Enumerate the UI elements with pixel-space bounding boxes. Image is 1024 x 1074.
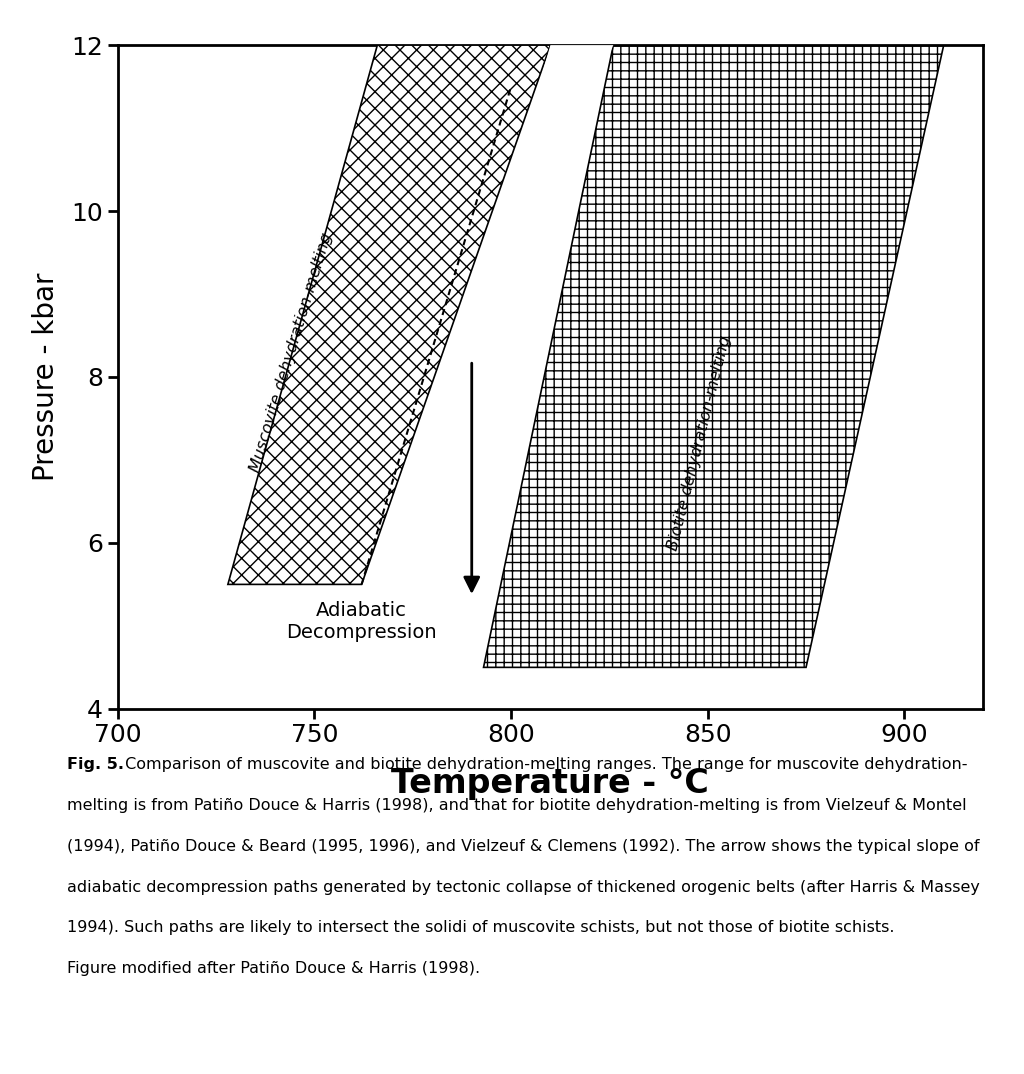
Text: Comparison of muscovite and biotite dehydration-melting ranges. The range for mu: Comparison of muscovite and biotite dehy… <box>120 757 968 772</box>
Polygon shape <box>483 45 613 277</box>
Polygon shape <box>483 45 944 667</box>
Text: Muscovite dehydration-melting: Muscovite dehydration-melting <box>247 231 335 474</box>
Text: adiabatic decompression paths generated by tectonic collapse of thickened orogen: adiabatic decompression paths generated … <box>67 880 979 895</box>
Text: 1994). Such paths are likely to intersect the solidi of muscovite schists, but n: 1994). Such paths are likely to intersec… <box>67 920 894 935</box>
Text: Figure modified after Patiño Douce & Harris (1998).: Figure modified after Patiño Douce & Har… <box>67 961 479 976</box>
Y-axis label: Pressure - kbar: Pressure - kbar <box>32 273 60 481</box>
Text: Fig. 5.: Fig. 5. <box>67 757 124 772</box>
Text: melting is from Patiño Douce & Harris (1998), and that for biotite dehydration-m: melting is from Patiño Douce & Harris (1… <box>67 798 967 813</box>
X-axis label: Temperature - °C: Temperature - °C <box>391 767 710 800</box>
Text: Biotite dehydration-melting: Biotite dehydration-melting <box>666 334 734 552</box>
Text: Adiabatic
Decompression: Adiabatic Decompression <box>287 601 437 642</box>
Text: (1994), Patiño Douce & Beard (1995, 1996), and Vielzeuf & Clemens (1992). The ar: (1994), Patiño Douce & Beard (1995, 1996… <box>67 839 979 854</box>
Polygon shape <box>228 45 551 584</box>
